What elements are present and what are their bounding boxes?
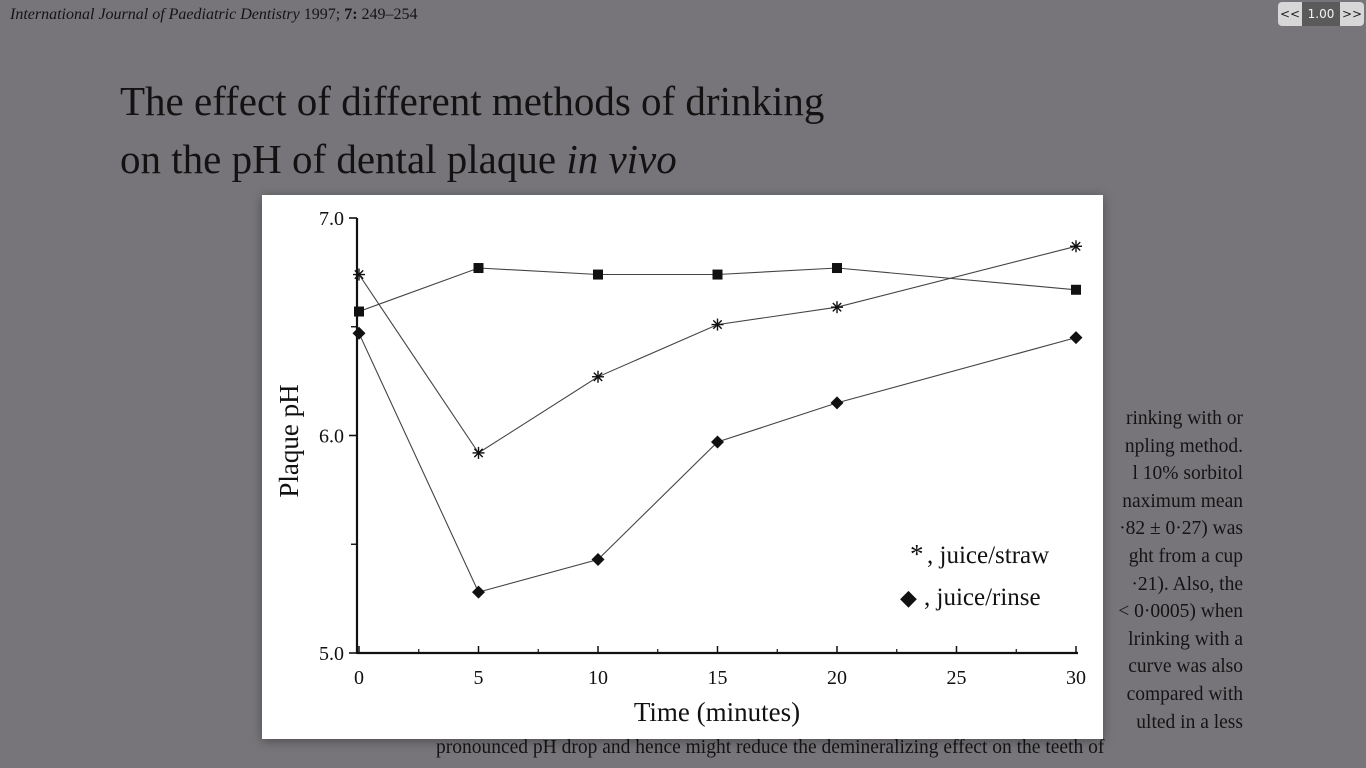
body-text-line: ght from a cup xyxy=(1128,545,1243,567)
x-tick-label: 5 xyxy=(474,667,484,689)
zoom-level: 1.00 xyxy=(1302,2,1340,26)
axis-ticks xyxy=(349,217,1077,654)
data-point-asterisk xyxy=(353,268,365,281)
data-point-diamond xyxy=(472,585,485,599)
x-tick-label: 0 xyxy=(354,667,364,689)
x-axis-label: Time (minutes) xyxy=(634,697,800,727)
data-point-square xyxy=(354,306,364,317)
body-text-line: rinking with or xyxy=(1126,408,1243,429)
legend-symbol-juice-rinse: ◆ xyxy=(900,586,917,611)
x-tick-label: 15 xyxy=(708,667,728,689)
legend-label-juice-rinse: , juice/rinse xyxy=(924,584,1041,611)
data-point-asterisk xyxy=(472,446,485,459)
body-text-line: npling method. xyxy=(1124,435,1243,457)
title-line-1: The effect of different methods of drink… xyxy=(120,78,825,124)
data-point-square xyxy=(593,269,603,280)
body-text-line: naximum mean xyxy=(1122,490,1243,512)
series-line-asterisk xyxy=(358,245,1077,454)
title-line-2-italic: in vivo xyxy=(566,136,677,182)
y-tick-label: 7.0 xyxy=(319,208,344,230)
data-point-diamond xyxy=(830,396,844,410)
legend-label-juice-straw: , juice/straw xyxy=(927,542,1049,569)
zoom-in-button[interactable]: >> xyxy=(1340,2,1364,26)
data-point-asterisk xyxy=(711,318,724,331)
legend: * , juice/straw ◆ , juice/rinse xyxy=(900,539,1049,611)
article-title: The effect of different methods of drink… xyxy=(120,72,824,188)
title-line-2: on the pH of dental plaque in vivo xyxy=(120,130,824,188)
body-text-line: ·82 ± 0·27) was xyxy=(1119,518,1243,540)
zoom-control: << 1.00 >> xyxy=(1278,2,1364,26)
body-text-column: rinking with or npling method. l 10% sor… xyxy=(1030,405,1243,736)
body-text-line: ·21). Also, the xyxy=(1131,573,1243,595)
journal-name: International Journal of Paediatric Dent… xyxy=(10,6,300,23)
chart-svg: 0 5 10 15 20 25 30 5.0 6.0 7.0 Time (minutes) Pla… xyxy=(274,208,1086,727)
journal-volume: 7: xyxy=(344,6,358,23)
data-point-diamond xyxy=(1069,331,1083,345)
body-text-line: ulted in a less xyxy=(1136,711,1243,733)
journal-header: International Journal of Paediatric Dent… xyxy=(10,6,418,24)
x-tick-label: 30 xyxy=(1066,667,1086,689)
data-point-asterisk xyxy=(1070,240,1082,253)
series-line-diamond xyxy=(358,333,1077,593)
y-tick-label: 6.0 xyxy=(319,426,344,448)
chart-figure: 0 5 10 15 20 25 30 5.0 6.0 7.0 Time (minutes) Pla… xyxy=(262,195,1103,739)
x-tick-label: 10 xyxy=(588,667,608,689)
legend-symbol-juice-straw: * xyxy=(910,539,924,569)
body-text-line: compared with xyxy=(1126,683,1243,705)
y-axis-label: Plaque pH xyxy=(274,384,304,497)
journal-year: 1997; xyxy=(303,6,341,23)
title-line-2-plain: on the pH of dental plaque xyxy=(120,136,567,182)
data-point-asterisk xyxy=(831,301,843,314)
series-lines xyxy=(358,245,1077,593)
x-tick-label: 20 xyxy=(827,667,847,689)
body-text-line: < 0·0005) when xyxy=(1118,601,1243,623)
data-point-asterisk xyxy=(592,370,604,383)
series-markers xyxy=(352,240,1083,599)
data-point-diamond xyxy=(352,326,366,340)
series-line-square xyxy=(358,267,1077,313)
body-text-line: curve was also xyxy=(1128,656,1243,678)
data-point-square xyxy=(1071,284,1081,295)
data-point-diamond xyxy=(591,552,605,566)
body-text-line: lrinking with a xyxy=(1128,628,1243,650)
tick-labels: 0 5 10 15 20 25 30 5.0 6.0 7.0 xyxy=(319,208,1086,689)
body-text-bottom-line: pronounced pH drop and hence might reduc… xyxy=(436,737,1105,758)
data-point-square xyxy=(832,263,842,274)
journal-pages: 249–254 xyxy=(361,6,418,23)
zoom-out-button[interactable]: << xyxy=(1278,2,1302,26)
data-point-square xyxy=(712,269,723,280)
data-point-diamond xyxy=(711,435,724,449)
y-tick-label: 5.0 xyxy=(319,643,344,665)
data-point-square xyxy=(473,263,484,274)
body-text-line: l 10% sorbitol xyxy=(1132,463,1244,485)
x-tick-label: 25 xyxy=(947,667,967,689)
